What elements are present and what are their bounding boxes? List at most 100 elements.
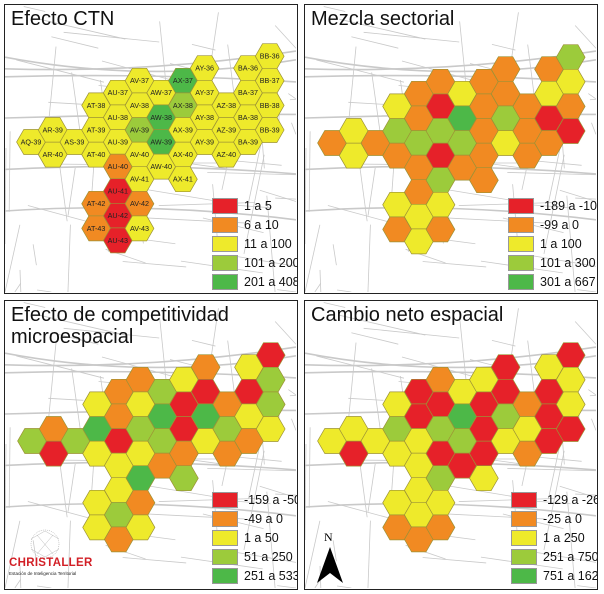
hex-label: AU-42: [108, 211, 128, 220]
hex-label: AT-38: [87, 101, 106, 110]
legend-swatch: [212, 530, 238, 546]
logo-subtitle: Estación de Inteligencia Territorial: [9, 571, 77, 576]
legend-swatch: [212, 492, 238, 508]
hex-label: AV-43: [130, 224, 149, 233]
hex-label: AZ-39: [217, 125, 237, 134]
hex-label: BB-39: [260, 125, 280, 134]
panel-title-line-2: microespacial: [11, 326, 134, 348]
legend-item: 51 a 250: [212, 548, 297, 566]
hex-label: AQ-39: [21, 137, 42, 146]
legend-swatch: [508, 217, 534, 233]
legend-item: -159 a -50: [212, 491, 297, 509]
logo-name: CHRISTALLER: [9, 557, 93, 569]
hex-label: AU-39: [108, 137, 128, 146]
legend: -159 a -50 -49 a 0 1 a 50 51 a 250 251 a 533: [212, 491, 298, 586]
hex-label: AW-39: [150, 137, 172, 146]
hex-label: AV-40: [130, 150, 149, 159]
hex-label: AX-40: [173, 150, 193, 159]
legend-label: 251 a 533: [244, 569, 298, 583]
hex-label: AU-43: [108, 236, 128, 245]
hex-grid: [17, 342, 286, 553]
legend-swatch: [508, 255, 534, 271]
hex-label: AW-38: [150, 113, 172, 122]
legend-label: 6 a 10: [244, 218, 279, 232]
hex-label: BB-36: [260, 52, 280, 61]
hex-label: AY-39: [195, 137, 214, 146]
legend-label: 1 a 5: [244, 199, 272, 213]
hex-label: AU-41: [108, 187, 128, 196]
hex-grid: [317, 342, 586, 553]
legend-label: -49 a 0: [244, 512, 283, 526]
legend-swatch: [508, 198, 534, 214]
legend-label: -99 a 0: [540, 218, 579, 232]
legend-swatch: [511, 492, 537, 508]
hex-label: AU-37: [108, 88, 128, 97]
hex-label: AW-37: [150, 88, 172, 97]
network-globe-icon: [30, 529, 60, 559]
legend-item: 201 a 408: [212, 273, 298, 291]
hex-label: AT-40: [87, 150, 106, 159]
hex-cell-av-43: [425, 216, 456, 243]
hex-label: AU-38: [108, 113, 128, 122]
hex-label: AV-38: [130, 101, 149, 110]
hex-cell-ax-41: [469, 167, 499, 194]
legend-item: 1 a 100: [508, 235, 597, 253]
hex-label: AV-37: [130, 76, 149, 85]
legend-swatch: [508, 274, 534, 290]
legend-swatch: [511, 568, 537, 584]
legend-label: 101 a 200: [244, 256, 298, 270]
hex-cell-av-43: [125, 514, 156, 541]
hex-cell-bb-39: [555, 118, 586, 144]
legend-label: -25 a 0: [543, 512, 582, 526]
legend-label: 101 a 300: [540, 256, 596, 270]
legend-label: 251 a 750: [543, 550, 598, 564]
hex-label: AR-39: [43, 125, 63, 134]
legend: -129 a -26 -25 a 0 1 a 250 251 a 750 751 a 1…: [511, 491, 598, 586]
legend-item: 101 a 200: [212, 254, 298, 272]
legend-label: 1 a 100: [540, 237, 582, 251]
map-canvas: [305, 302, 596, 588]
hex-label: BB-38: [260, 101, 280, 110]
hex-label: AV-41: [130, 175, 149, 184]
panel-title: Efecto CTN: [11, 8, 115, 30]
legend-label: 201 a 408: [244, 275, 298, 289]
panel-title-line-1: Efecto de competitividad: [11, 304, 229, 326]
hex-grid: [317, 44, 586, 255]
map-panel-cambio-neto: Cambio neto espacial -129 a -26 -25 a 0 1 …: [304, 300, 598, 590]
legend-swatch: [212, 511, 238, 527]
legend-item: 251 a 750: [511, 548, 598, 566]
hex-label: AT-43: [87, 224, 106, 233]
legend-item: -25 a 0: [511, 510, 597, 528]
legend-swatch: [212, 549, 238, 565]
north-label: N: [324, 530, 333, 544]
hex-label: AX-37: [173, 76, 193, 85]
legend-swatch: [511, 511, 537, 527]
hex-label: BA-38: [238, 113, 258, 122]
legend-item: 1 a 50: [212, 529, 297, 547]
legend-swatch: [511, 549, 537, 565]
map-canvas: [305, 6, 596, 292]
legend-item: 301 a 667: [508, 273, 597, 291]
christaller-logo: CHRISTALLER Estación de Inteligencia Ter…: [7, 529, 92, 585]
legend-item: 1 a 250: [511, 529, 597, 547]
hex-label: BA-37: [238, 88, 258, 97]
map-panel-mezcla-sectorial: Mezcla sectorial -189 a -100 -99 a 0 1 a 1…: [304, 4, 598, 294]
hex-label: AX-38: [173, 101, 193, 110]
legend-item: -99 a 0: [508, 216, 597, 234]
legend-swatch: [212, 236, 238, 252]
legend-swatch: [212, 274, 238, 290]
hex-label: AS-39: [64, 137, 84, 146]
hex-label: AR-40: [43, 150, 63, 159]
hex-label: AZ-40: [217, 150, 237, 159]
hex-label: BA-39: [238, 137, 258, 146]
panel-title: Cambio neto espacial: [311, 304, 504, 326]
legend-label: 1 a 250: [543, 531, 585, 545]
legend: 1 a 5 6 a 10 11 a 100 101 a 200 201 a 408: [212, 197, 298, 292]
legend-label: -129 a -26: [543, 493, 598, 507]
hex-cell-bb-39: [255, 416, 286, 442]
legend-swatch: [212, 217, 238, 233]
hex-label: AX-41: [173, 175, 193, 184]
hex-label: BB-37: [260, 76, 280, 85]
